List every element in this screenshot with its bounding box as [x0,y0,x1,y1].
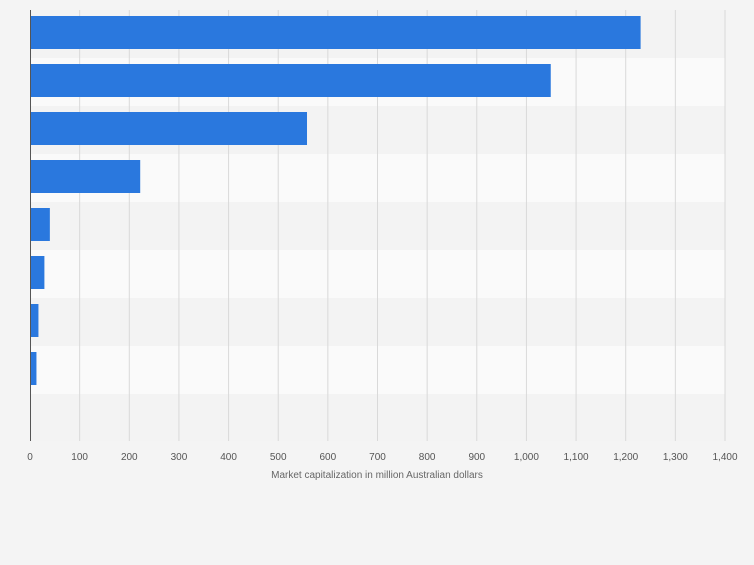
x-tick-label: 700 [369,452,386,463]
bar[interactable] [30,64,551,97]
x-tick-label: 100 [71,452,88,463]
x-tick-label: 1,400 [712,452,737,463]
bar[interactable] [30,256,45,289]
x-tick-label: 600 [320,452,337,463]
x-tick-label: 0 [27,452,33,463]
x-tick-label: 400 [220,452,237,463]
x-tick-labels: 0 100 200 300 400 500 600 700 800 900 1,000 1,100 1,… [27,452,738,463]
bars [30,16,641,385]
x-tick-label: 1,000 [514,452,539,463]
bar[interactable] [30,304,39,337]
x-tick-label: 1,200 [613,452,638,463]
bar[interactable] [30,208,50,241]
x-tick-label: 800 [419,452,436,463]
x-tick-label: 900 [468,452,485,463]
bar[interactable] [30,112,308,145]
x-tick-label: 1,100 [564,452,589,463]
x-axis-label: Market capitalization in million Austral… [271,470,483,481]
x-tick-label: 1,300 [663,452,688,463]
bar[interactable] [30,16,641,49]
x-tick-label: 500 [270,452,287,463]
bar[interactable] [30,352,37,385]
x-tick-label: 200 [121,452,138,463]
bar[interactable] [30,160,141,193]
x-tick-label: 300 [171,452,188,463]
